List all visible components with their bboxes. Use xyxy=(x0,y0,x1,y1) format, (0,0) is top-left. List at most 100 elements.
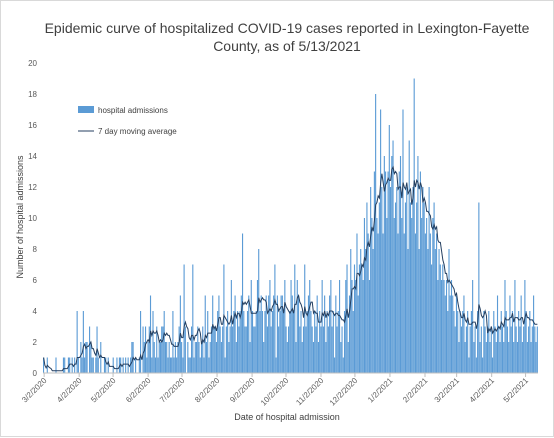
bar xyxy=(500,311,502,373)
x-tick-label: 10/2/2020 xyxy=(259,376,291,408)
bar xyxy=(299,326,301,373)
bar xyxy=(326,311,328,373)
bar xyxy=(511,311,513,373)
bar xyxy=(237,311,239,373)
bar xyxy=(376,218,378,373)
bar xyxy=(127,357,129,373)
bar xyxy=(273,295,275,373)
x-tick-label: 5/2/2020 xyxy=(89,376,118,405)
bar xyxy=(191,326,193,373)
y-axis-ticks: 0 2 4 6 8 10 12 14 16 18 20 xyxy=(28,59,37,378)
bar xyxy=(172,311,174,373)
y-axis-title: Number of hospital admissions xyxy=(15,155,25,279)
bar xyxy=(472,280,474,373)
bar xyxy=(228,342,230,373)
bar xyxy=(195,342,198,373)
bar xyxy=(235,342,237,373)
bar xyxy=(533,295,535,373)
bar xyxy=(157,357,159,373)
bar xyxy=(521,342,523,373)
bar xyxy=(504,280,506,373)
bar xyxy=(401,218,403,373)
bar xyxy=(434,249,436,373)
bar xyxy=(489,342,491,373)
bar xyxy=(436,233,438,373)
bar xyxy=(239,311,241,373)
x-tick-label: 1/2/2021 xyxy=(366,376,395,405)
bar xyxy=(270,326,272,373)
bar xyxy=(67,357,69,373)
bar xyxy=(140,311,142,373)
bar xyxy=(351,280,353,373)
bar xyxy=(169,357,171,373)
bar xyxy=(197,326,199,373)
bar xyxy=(358,264,361,373)
bar xyxy=(200,342,203,373)
bar xyxy=(278,326,280,373)
bar xyxy=(368,280,370,373)
bar xyxy=(55,357,57,373)
bar xyxy=(362,280,364,373)
bar xyxy=(426,218,428,373)
bar xyxy=(463,295,465,373)
bar xyxy=(510,326,512,373)
bar xyxy=(393,218,395,373)
bar xyxy=(404,202,407,373)
bar xyxy=(383,156,385,373)
bar xyxy=(478,202,480,373)
bar xyxy=(380,109,382,373)
bar xyxy=(125,357,127,373)
bar xyxy=(406,187,408,373)
bar xyxy=(458,342,460,373)
bar xyxy=(488,311,490,373)
bar xyxy=(337,311,339,373)
bar xyxy=(208,357,210,373)
bar xyxy=(246,311,249,373)
bar xyxy=(535,342,537,373)
bar xyxy=(213,326,215,373)
bar xyxy=(304,264,306,373)
bar xyxy=(450,280,453,373)
bar xyxy=(192,264,194,373)
bar xyxy=(294,264,296,373)
bar xyxy=(515,326,517,373)
bar xyxy=(412,187,414,373)
bar xyxy=(525,311,527,373)
bar xyxy=(307,295,310,373)
bar xyxy=(118,357,120,373)
y-tick-label: 12 xyxy=(28,183,37,192)
bar xyxy=(386,218,388,373)
bar xyxy=(188,357,190,373)
bar xyxy=(286,342,288,373)
bar xyxy=(295,342,297,373)
y-tick-label: 10 xyxy=(28,214,37,223)
bar xyxy=(154,357,157,373)
bar xyxy=(490,326,492,373)
bar xyxy=(174,342,176,373)
bar xyxy=(409,202,412,373)
bar xyxy=(457,311,459,373)
bar xyxy=(469,326,471,373)
y-tick-label: 4 xyxy=(33,307,38,316)
bar xyxy=(388,125,390,373)
bar xyxy=(520,295,522,373)
bar xyxy=(162,326,164,373)
bar xyxy=(302,326,305,373)
bar xyxy=(234,295,236,373)
bar xyxy=(245,326,247,373)
bar xyxy=(439,264,441,373)
bar xyxy=(342,357,344,373)
bar xyxy=(232,326,234,373)
bar xyxy=(178,326,180,373)
bar xyxy=(531,326,533,373)
bar xyxy=(240,295,242,373)
bar xyxy=(97,357,99,373)
bar xyxy=(171,357,173,373)
bar xyxy=(394,202,397,373)
bar xyxy=(360,249,362,373)
bar xyxy=(254,326,256,373)
bar xyxy=(428,187,430,373)
bar xyxy=(390,187,392,373)
